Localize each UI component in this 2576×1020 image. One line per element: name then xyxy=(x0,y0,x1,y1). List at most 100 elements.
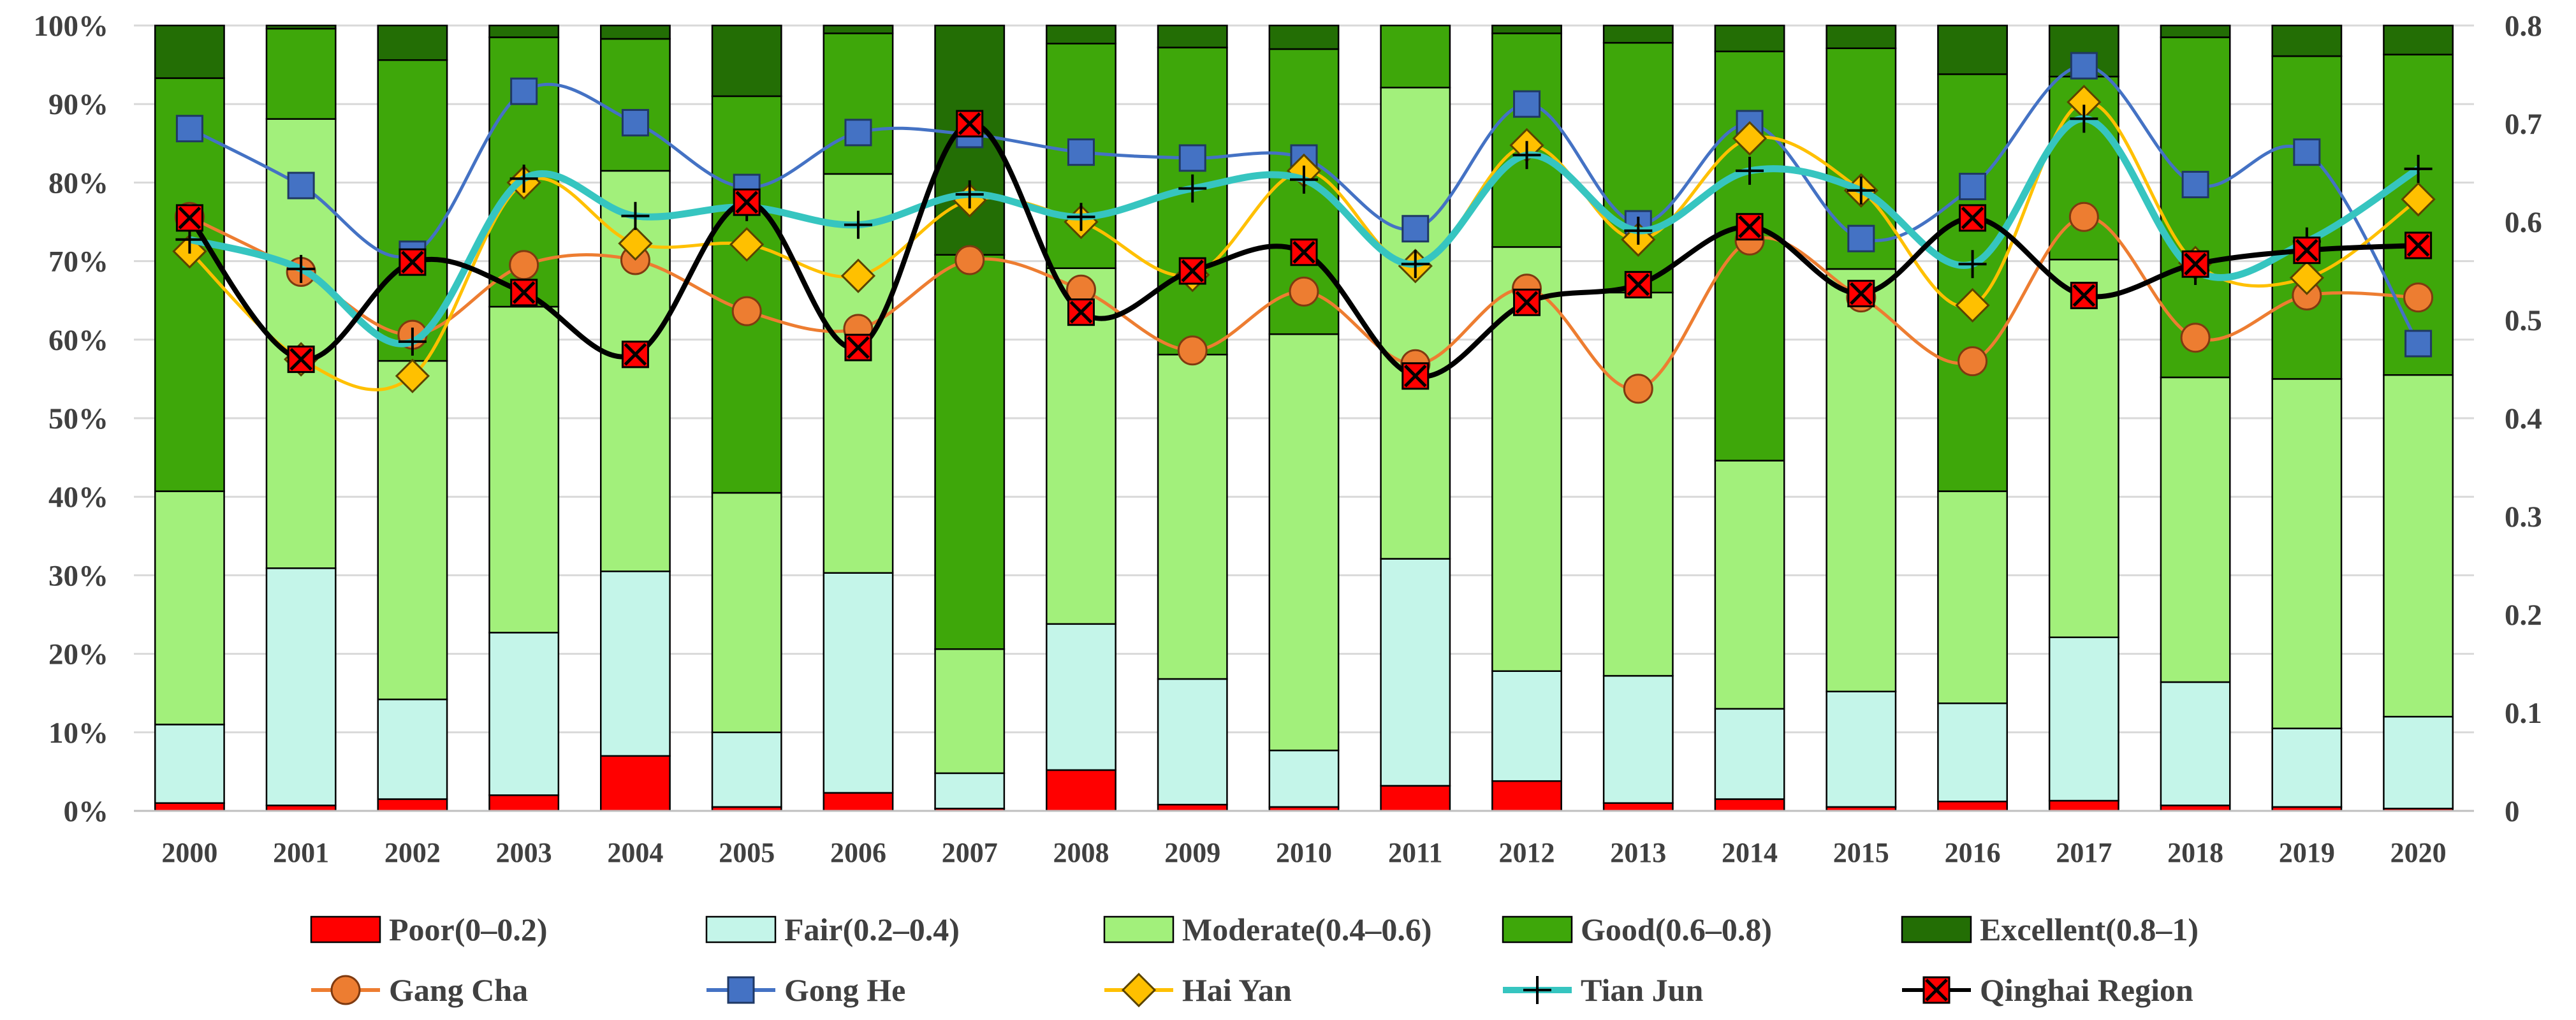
marker-gong-he xyxy=(1847,224,1875,252)
bar-segment-fair xyxy=(711,731,782,808)
x-axis-tick-label: 2003 xyxy=(496,837,552,868)
right-axis-tick-label: 0.6 xyxy=(2505,206,2542,239)
left-axis-tick-label: 60% xyxy=(48,324,108,357)
legend-label: Gang Cha xyxy=(389,972,528,1008)
marker-qinghai-region xyxy=(2293,237,2321,265)
legend-label: Moderate(0.4–0.6) xyxy=(1182,912,1432,947)
bar-segment-excellent xyxy=(154,24,225,79)
legend-item: Hai Yan xyxy=(1104,972,1292,1008)
marker-gong-he xyxy=(510,77,538,105)
x-axis-tick-label: 2002 xyxy=(384,837,441,868)
right-axis-tick-label: 0.3 xyxy=(2505,500,2542,534)
bar-segment-excellent xyxy=(1046,24,1116,45)
bar-segment-poor xyxy=(2048,799,2119,812)
bar-segment-moderate xyxy=(154,490,225,725)
marker-qinghai-region xyxy=(621,340,649,368)
bar-segment-fair xyxy=(2160,681,2231,806)
legend-item: Moderate(0.4–0.6) xyxy=(1103,912,1432,947)
x-axis-tick-label: 2006 xyxy=(830,837,886,868)
bar-segment-poor xyxy=(1380,785,1451,812)
bar-segment-fair xyxy=(2271,727,2343,808)
bar-segment-moderate xyxy=(1046,267,1116,625)
marker-qinghai-region xyxy=(287,346,315,374)
x-axis-tick-label: 2017 xyxy=(2056,837,2112,868)
bar-segment-poor xyxy=(600,755,671,812)
marker-hai-yan xyxy=(1732,120,1767,156)
x-axis-tick-label: 2008 xyxy=(1053,837,1109,868)
marker-qinghai-region xyxy=(1847,279,1875,307)
bar-segment-excellent xyxy=(1268,24,1340,50)
bar-segment-fair xyxy=(934,772,1006,810)
bar-segment-excellent xyxy=(1714,24,1785,52)
bar-segment-poor xyxy=(154,802,225,812)
legend: Poor(0–0.2) Fair(0.2–0.4) Moderate(0.4–0.6… xyxy=(310,912,2199,1008)
marker-qinghai-region xyxy=(1959,204,1987,232)
right-axis-tick-label: 0.4 xyxy=(2505,402,2542,435)
right-axis-tick-label: 0.7 xyxy=(2505,108,2542,141)
line-series-qinghai-region xyxy=(175,110,2433,390)
marker-tian-jun xyxy=(621,201,650,230)
marker-qinghai-region xyxy=(175,204,203,232)
marker-hai-yan xyxy=(1955,288,1990,323)
bar-segment-poor xyxy=(1046,769,1116,812)
x-axis-tick-label: 2009 xyxy=(1164,837,1220,868)
marker-tian-jun xyxy=(2070,105,2098,133)
marker-qinghai-region xyxy=(1624,271,1652,299)
marker-qinghai-region xyxy=(1178,257,1206,285)
legend-swatch xyxy=(1502,915,1573,943)
legend-marker xyxy=(1523,976,1551,1004)
bar-segment-good xyxy=(154,77,225,492)
legend-marker xyxy=(330,975,361,1005)
bar-segment-fair xyxy=(265,567,337,806)
bar-segment-poor xyxy=(488,794,560,812)
left-axis-tick-label: 50% xyxy=(48,402,108,435)
x-axis-tick-label: 2000 xyxy=(161,837,217,868)
x-axis-tick-label: 2020 xyxy=(2390,837,2447,868)
legend-label: Excellent(0.8–1) xyxy=(1980,912,2199,947)
x-axis-tick-label: 2010 xyxy=(1276,837,1332,868)
bar-segment-fair xyxy=(2383,715,2454,810)
marker-tian-jun xyxy=(1067,203,1095,231)
bar-segment-moderate xyxy=(1714,460,1785,710)
bar-segment-moderate xyxy=(1157,353,1228,680)
bar-segment-good xyxy=(934,254,1006,650)
bar-segment-moderate xyxy=(2160,376,2231,683)
x-axis-tick-label: 2013 xyxy=(1610,837,1666,868)
x-axis-tick-label: 2016 xyxy=(1945,837,2001,868)
marker-tian-jun xyxy=(2404,154,2433,183)
marker-tian-jun xyxy=(509,164,538,193)
bar-segment-excellent xyxy=(1602,24,1674,44)
bar-segment-fair xyxy=(823,572,894,794)
bar-segment-poor xyxy=(1602,802,1674,812)
x-axis-tick-label: 2004 xyxy=(607,837,663,868)
line-qinghai-region xyxy=(187,120,2419,379)
bar-segment-moderate xyxy=(1826,268,1897,692)
marker-qinghai-region xyxy=(1290,238,1318,266)
bar-segment-poor xyxy=(1937,800,2008,812)
marker-hai-yan xyxy=(618,226,653,261)
marker-gong-he xyxy=(1959,173,1987,201)
left-axis-tick-label: 10% xyxy=(48,717,108,750)
bar-group: 2000 2001 2002 2003 2004 2005 2006 2007 2008 2009… xyxy=(154,24,2454,868)
left-axis-tick-label: 80% xyxy=(48,166,108,200)
bar-segment-moderate xyxy=(1937,490,2008,704)
bar-segment-moderate xyxy=(1380,87,1451,560)
marker-gong-he xyxy=(844,119,872,147)
legend-item: Gong He xyxy=(706,972,905,1008)
legend-label: Good(0.6–0.8) xyxy=(1581,912,1772,947)
marker-tian-jun xyxy=(398,327,427,356)
legend-swatch xyxy=(705,915,777,943)
marker-hai-yan xyxy=(2401,182,2436,217)
marker-tian-jun xyxy=(1736,156,1764,185)
bar-segment-moderate xyxy=(711,492,782,734)
marker-tian-jun xyxy=(955,180,984,208)
legend-marker xyxy=(1922,976,1950,1004)
right-axis-tick-label: 0.5 xyxy=(2505,304,2542,337)
bar-segment-moderate xyxy=(1268,333,1340,752)
bar-segment-excellent xyxy=(1157,24,1228,48)
marker-gang-cha xyxy=(2068,201,2099,232)
bar-segment-fair xyxy=(1380,558,1451,787)
legend-item: Fair(0.2–0.4) xyxy=(705,912,960,947)
marker-hai-yan xyxy=(729,227,765,262)
